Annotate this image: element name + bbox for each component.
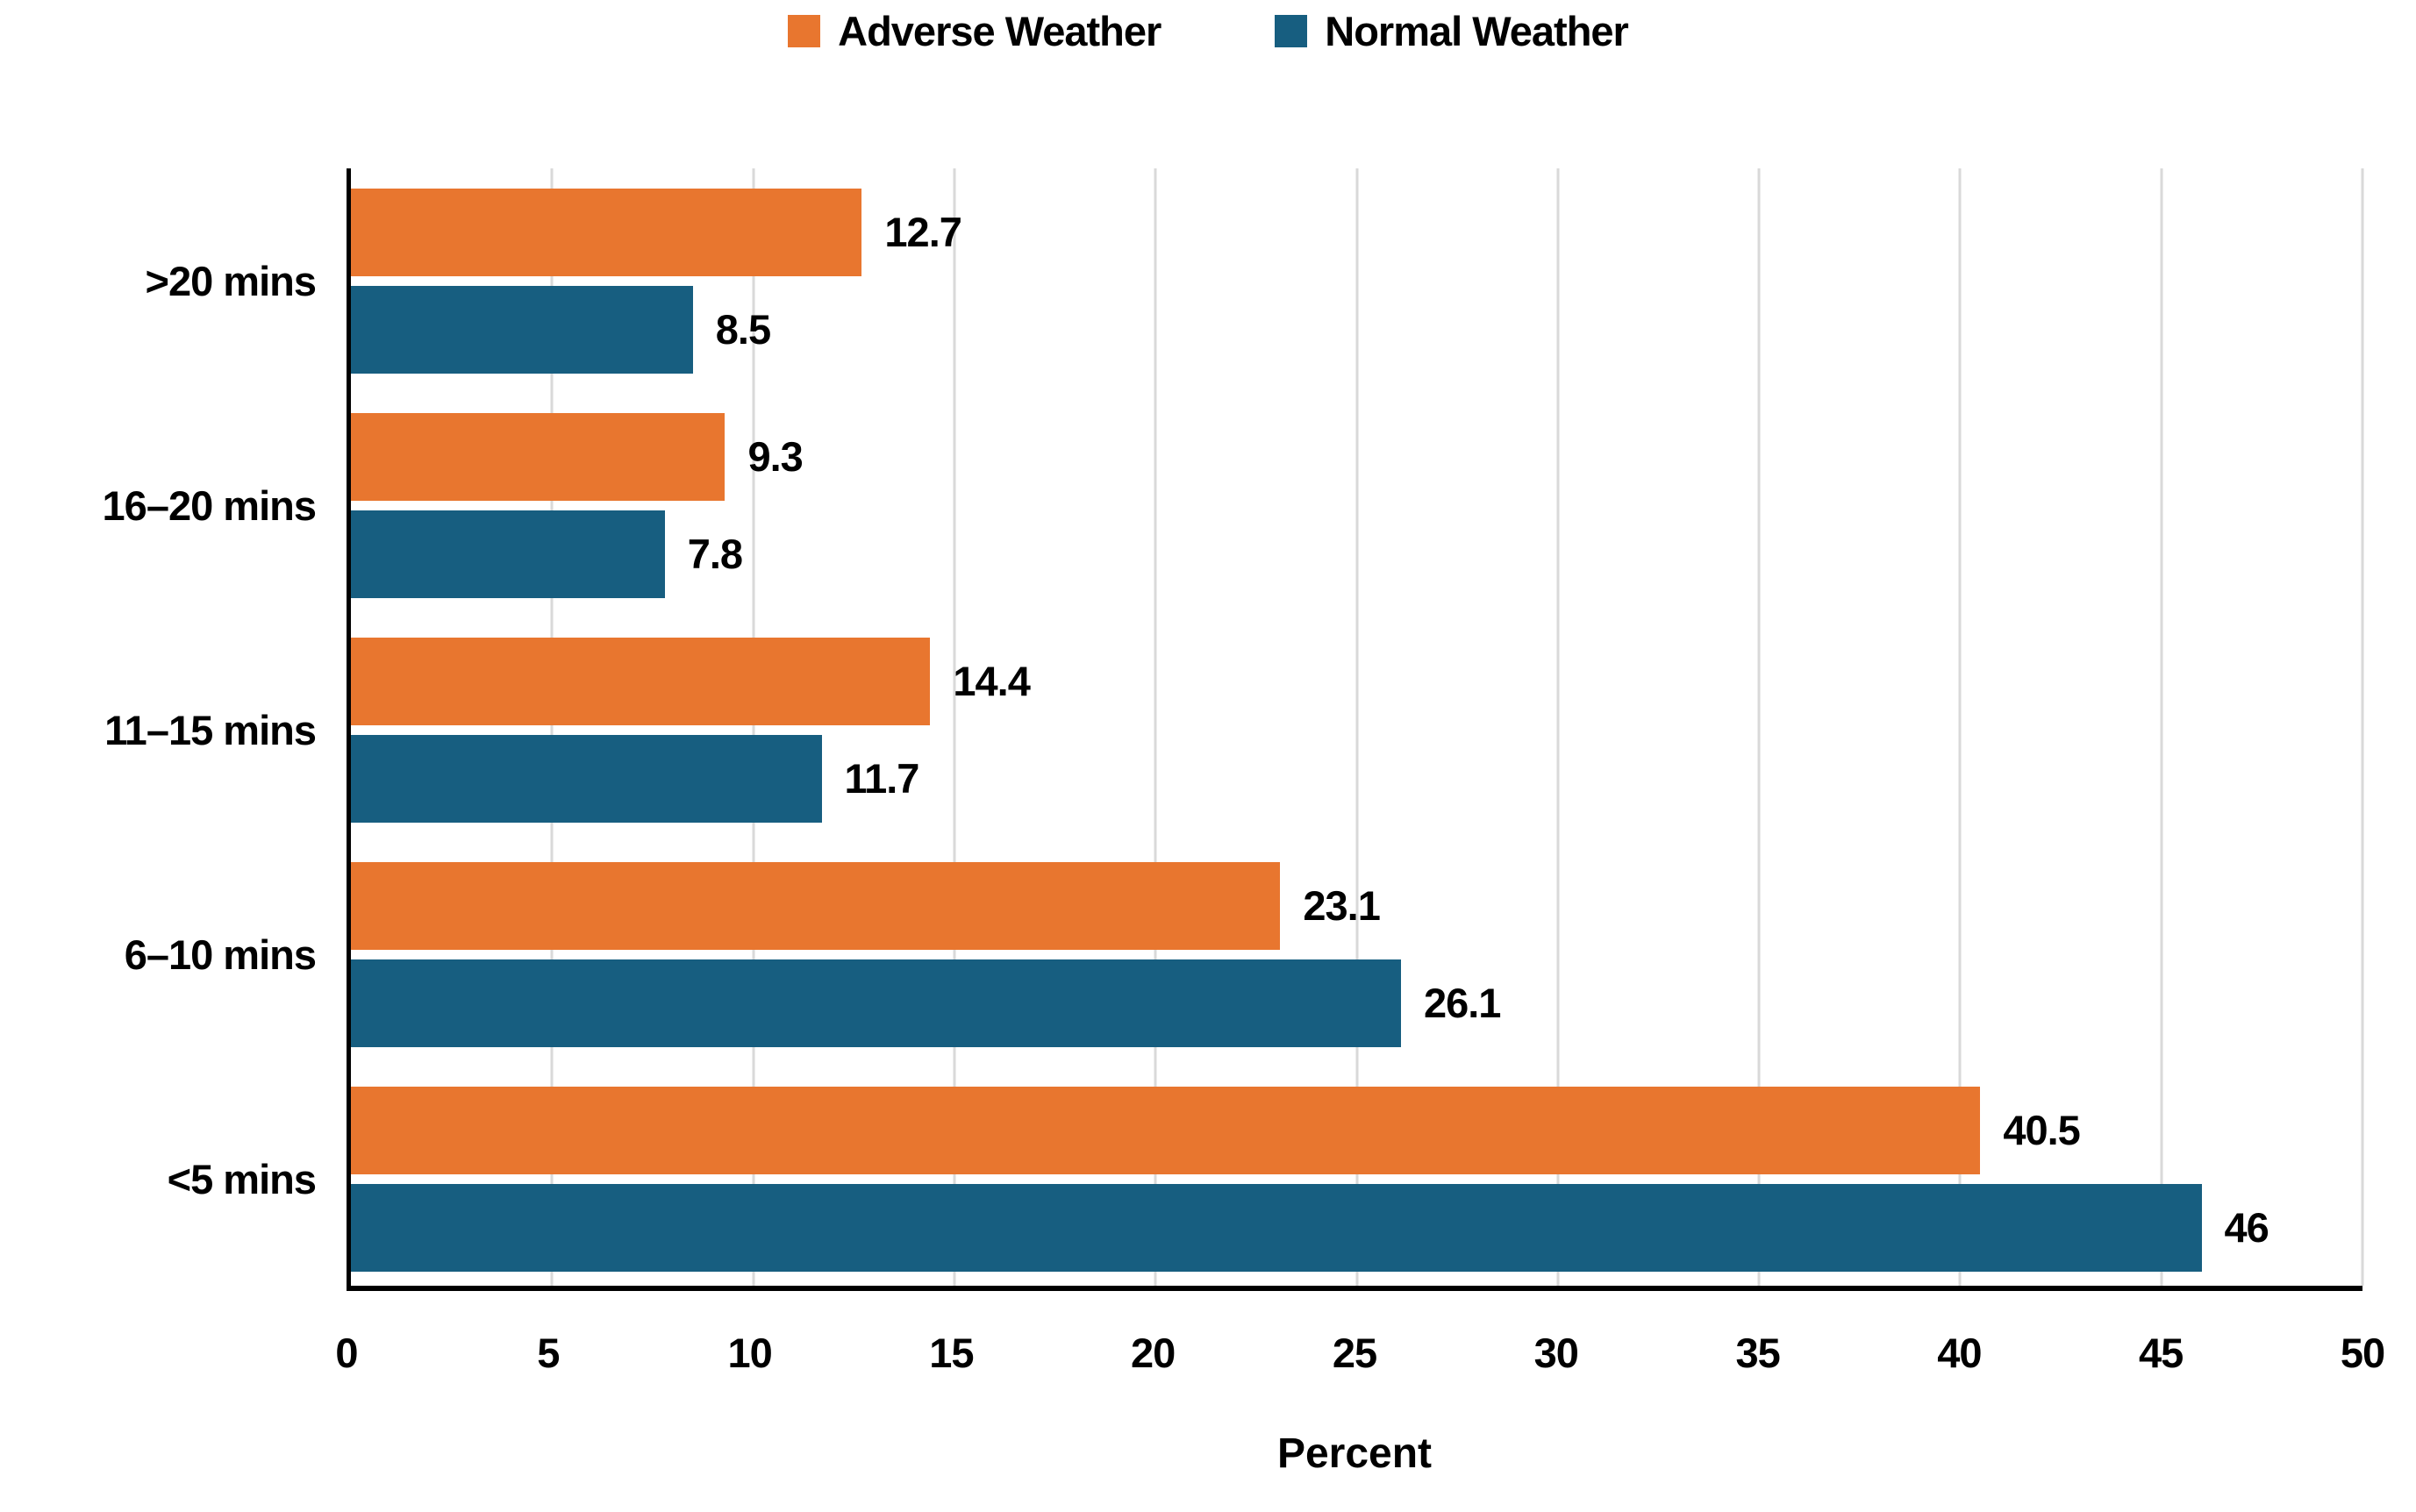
category-label: >20 mins: [145, 257, 317, 304]
gridline: [2361, 168, 2364, 1286]
y-axis-category-labels: >20 mins 16–20 mins 11–15 mins 6–10 mins <5 …: [0, 168, 317, 1291]
bar-row: 14.4: [351, 637, 2362, 725]
x-tick-label: 10: [727, 1330, 772, 1376]
gridline: [1556, 168, 1560, 1286]
data-label: 7.8: [687, 531, 743, 577]
bar-row: 23.1: [351, 861, 2362, 950]
x-tick-label: 30: [1533, 1330, 1579, 1376]
data-label: 11.7: [844, 755, 920, 802]
bar-row: 12.7: [351, 188, 2362, 276]
x-tick-label: 20: [1131, 1330, 1176, 1376]
data-label: 23.1: [1303, 882, 1380, 929]
bar-group: 23.1 26.1: [351, 842, 2362, 1066]
bar-group: 14.4 11.7: [351, 617, 2362, 842]
data-label: 9.3: [747, 433, 803, 480]
bar-adverse-weather: [351, 861, 1281, 950]
category-label: 11–15 mins: [104, 706, 317, 753]
bar-row: 7.8: [351, 510, 2362, 598]
chart-legend: Adverse Weather Normal Weather: [0, 7, 2416, 55]
bar-group: 40.5 46: [351, 1066, 2362, 1291]
gridline: [1757, 168, 1761, 1286]
x-axis-tick-labels: 0 5 10 15 20 25 30 35 40 45 50: [335, 1329, 2385, 1381]
data-label: 8.5: [715, 306, 771, 353]
x-tick-label: 15: [929, 1330, 974, 1376]
bar-row: 40.5: [351, 1086, 2362, 1174]
category-label: 16–20 mins: [102, 481, 317, 529]
data-label: 12.7: [884, 209, 961, 255]
legend-label: Adverse Weather: [838, 8, 1162, 54]
bar-row: 46: [351, 1183, 2362, 1272]
legend-item-adverse-weather: Adverse Weather: [788, 7, 1162, 55]
legend-label: Normal Weather: [1325, 8, 1629, 54]
gridline: [1355, 168, 1358, 1286]
bar-normal-weather: [351, 510, 665, 598]
legend-swatch-adverse-weather: [788, 15, 821, 47]
gridline: [752, 168, 755, 1286]
x-tick-label: 0: [335, 1330, 358, 1376]
x-tick-label: 40: [1937, 1330, 1982, 1376]
data-label: 40.5: [2003, 1107, 2080, 1153]
bar-row: 26.1: [351, 959, 2362, 1047]
category-label: 6–10 mins: [124, 931, 317, 978]
data-label: 14.4: [953, 658, 1030, 704]
bar-adverse-weather: [351, 637, 931, 725]
bar-group: 9.3 7.8: [351, 393, 2362, 617]
bar-row: 11.7: [351, 734, 2362, 823]
bar-adverse-weather: [351, 188, 862, 276]
bar-normal-weather: [351, 734, 822, 823]
data-label: 46: [2224, 1204, 2269, 1251]
bar-adverse-weather: [351, 412, 726, 501]
x-axis-title: Percent: [1276, 1430, 1433, 1477]
gridline: [2160, 168, 2163, 1286]
bar-adverse-weather: [351, 1086, 1981, 1174]
category-label: <5 mins: [167, 1155, 317, 1202]
bar-group: 12.7 8.5: [351, 168, 2362, 393]
bar-normal-weather: [351, 959, 1401, 1047]
gridline: [953, 168, 956, 1286]
plot-area: 12.7 8.5 9.3 7.8 14.4 11.7 23.1 26.1 40.5 46: [347, 168, 2364, 1291]
bar-row: 8.5: [351, 285, 2362, 374]
x-tick-label: 50: [2340, 1330, 2385, 1376]
gridline: [1154, 168, 1157, 1286]
data-label: 26.1: [1423, 980, 1501, 1026]
bar-row: 9.3: [351, 412, 2362, 501]
bar-normal-weather: [351, 285, 693, 374]
x-tick-label: 45: [2139, 1330, 2184, 1376]
x-tick-label: 35: [1735, 1330, 1780, 1376]
gridline: [550, 168, 554, 1286]
x-tick-label: 25: [1332, 1330, 1377, 1376]
legend-item-normal-weather: Normal Weather: [1275, 7, 1629, 55]
bar-normal-weather: [351, 1183, 2202, 1272]
x-tick-label: 5: [537, 1330, 560, 1376]
legend-swatch-normal-weather: [1275, 15, 1308, 47]
gridline: [1958, 168, 1962, 1286]
